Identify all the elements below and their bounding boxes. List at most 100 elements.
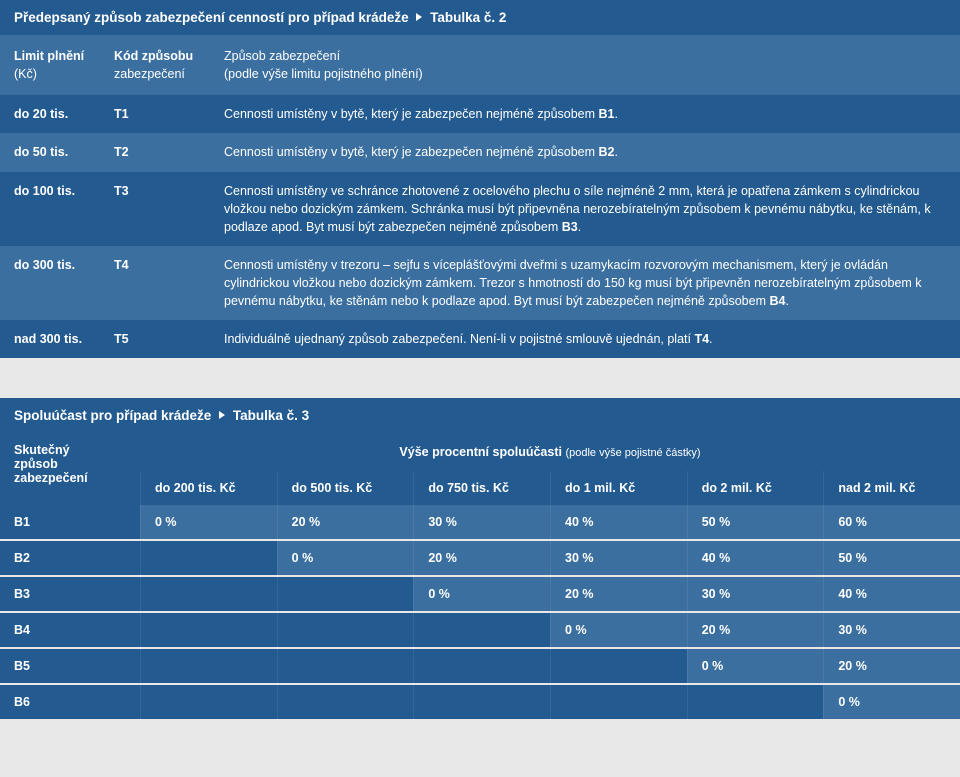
table2-cell <box>140 541 277 575</box>
table1-limit: do 50 tis. <box>0 133 110 171</box>
table2-row-label: B3 <box>0 577 140 611</box>
table2-cell: 0 % <box>413 577 550 611</box>
t2-leadhdr-b: způsob <box>14 457 58 471</box>
table2-cell: 40 % <box>550 505 687 539</box>
table1-limit: do 300 tis. <box>0 246 110 320</box>
table2-cell: 20 % <box>550 577 687 611</box>
table1-title-pre: Předepsaný způsob zabezpečení cenností p… <box>14 10 409 25</box>
table1-title: Předepsaný způsob zabezpečení cenností p… <box>0 0 960 35</box>
t1-h-col3a: Způsob zabezpečení <box>224 49 340 63</box>
table1-code: T3 <box>110 172 220 246</box>
table2-cell <box>413 649 550 683</box>
table1-desc: Cennosti umístěny ve schránce zhotovené … <box>220 172 960 246</box>
table2-title-pre: Spoluúčast pro případ krádeže <box>14 408 211 423</box>
table2-row: B2 0 %20 %30 %40 %50 % <box>0 541 960 575</box>
table1-row: do 50 tis.T2Cennosti umístěny v bytě, kt… <box>0 133 960 171</box>
table1-desc: Cennosti umístěny v trezoru – sejfu s ví… <box>220 246 960 320</box>
table2-column-label: do 500 tis. Kč <box>277 471 414 505</box>
table2-column-label: do 200 tis. Kč <box>140 471 277 505</box>
table2-cell: 0 % <box>823 685 960 719</box>
table2-cell <box>687 685 824 719</box>
table1-desc-bold: B4 <box>769 294 785 308</box>
table2-cell: 50 % <box>687 505 824 539</box>
table2-cell: 20 % <box>413 541 550 575</box>
table1-header-row: Limit plnění (Kč) Kód způsobu zabezpečen… <box>0 35 960 95</box>
table2-cell: 40 % <box>687 541 824 575</box>
table1-desc-post: . <box>785 294 788 308</box>
t1-h-col1a: Limit plnění <box>14 49 84 63</box>
table2-cell: 50 % <box>823 541 960 575</box>
table1-header-col2: Kód způsobu zabezpečení <box>110 35 220 95</box>
table2-header-row1: Skutečný způsob Výše procentní spoluúčas… <box>0 433 960 471</box>
table2-row: B6 0 % <box>0 685 960 719</box>
table2-title: Spoluúčast pro případ krádeže Tabulka č.… <box>0 398 960 433</box>
table1-code: T1 <box>110 95 220 133</box>
t2-leadhdr-c: zabezpečení <box>14 471 88 485</box>
table2-column-label: do 1 mil. Kč <box>550 471 687 505</box>
table1-code: T4 <box>110 246 220 320</box>
triangle-icon <box>416 13 422 21</box>
table2-cell: 0 % <box>550 613 687 647</box>
table2-cell: 0 % <box>277 541 414 575</box>
table1-limit: do 20 tis. <box>0 95 110 133</box>
table1-desc-bold: B1 <box>599 107 615 121</box>
t1-h-col2b: zabezpečení <box>114 67 185 81</box>
table2-row: B40 %20 %30 % <box>0 613 960 647</box>
table2-cell: 20 % <box>277 505 414 539</box>
table1-row: do 300 tis.T4Cennosti umístěny v trezoru… <box>0 246 960 320</box>
table1-row: do 20 tis.T1 Cennosti umístěny v bytě, kt… <box>0 95 960 133</box>
table1-code: T5 <box>110 320 220 358</box>
table2-cell: 60 % <box>823 505 960 539</box>
table2-cell <box>140 649 277 683</box>
table2-cell: 30 % <box>687 577 824 611</box>
table2-cell <box>140 613 277 647</box>
table2-cell <box>277 613 414 647</box>
triangle-icon <box>219 411 225 419</box>
table2-lead-header-c: zabezpečení <box>0 471 140 505</box>
table2-cell <box>550 649 687 683</box>
table1-desc-post: . <box>578 220 581 234</box>
table2-section: Spoluúčast pro případ krádeže Tabulka č.… <box>0 398 960 719</box>
table2-cell <box>277 649 414 683</box>
table2-row-label: B2 <box>0 541 140 575</box>
table1-row: nad 300 tis.T5Individuálně ujednaný způs… <box>0 320 960 358</box>
t2-spanhdr-main: Výše procentní spoluúčasti <box>399 445 562 459</box>
table1-desc-bold: B2 <box>599 145 615 159</box>
table2-column-label: do 750 tis. Kč <box>413 471 550 505</box>
table1-desc-pre: Cennosti umístěny v trezoru – sejfu s ví… <box>224 258 922 308</box>
table2-cell <box>413 613 550 647</box>
table2-cell <box>550 685 687 719</box>
table1-desc-pre: Cennosti umístěny v bytě, který je zabez… <box>224 107 599 121</box>
table2-cell: 30 % <box>550 541 687 575</box>
table2-row-label: B5 <box>0 649 140 683</box>
t1-h-col2a: Kód způsobu <box>114 49 193 63</box>
table1-desc: Cennosti umístěny v bytě, který je zabez… <box>220 133 960 171</box>
table1-desc-post: . <box>615 145 618 159</box>
table2-title-post: Tabulka č. 3 <box>233 408 309 423</box>
table1-row: do 100 tis.T3Cennosti umístěny ve schrán… <box>0 172 960 246</box>
t1-h-col3b: (podle výše limitu pojistného plnění) <box>224 67 423 81</box>
table2-cell: 0 % <box>687 649 824 683</box>
table2-column-labels: zabezpečení do 200 tis. Kčdo 500 tis. Kč… <box>0 471 960 505</box>
table2-row-label: B4 <box>0 613 140 647</box>
table1-desc-bold: T4 <box>694 332 709 346</box>
table1-desc-bold: B3 <box>562 220 578 234</box>
table1-desc-pre: Individuálně ujednaný způsob zabezpečení… <box>224 332 694 346</box>
table2-body: B10 %20 %30 %40 %50 %60 %B20 %20 %30 %40… <box>0 505 960 719</box>
table1-desc-post: . <box>615 107 618 121</box>
table2-lead-header: Skutečný způsob <box>0 433 140 471</box>
table2-row: B50 %20 % <box>0 649 960 683</box>
table2-span-header: Výše procentní spoluúčasti (podle výše p… <box>140 433 960 471</box>
table2-row: B30 %20 %30 %40 % <box>0 577 960 611</box>
table2-cell <box>277 577 414 611</box>
table2-row-label: B6 <box>0 685 140 719</box>
table2-cell <box>277 685 414 719</box>
t1-h-col1b: (Kč) <box>14 67 37 81</box>
table1-header-col1: Limit plnění (Kč) <box>0 35 110 95</box>
table1-title-post: Tabulka č. 2 <box>430 10 506 25</box>
table2-cell <box>413 685 550 719</box>
table2-cell <box>140 685 277 719</box>
table1-desc: Cennosti umístěny v bytě, který je zabez… <box>220 95 960 133</box>
table1-desc-post: . <box>709 332 712 346</box>
table1-header-col3: Způsob zabezpečení (podle výše limitu po… <box>220 35 960 95</box>
